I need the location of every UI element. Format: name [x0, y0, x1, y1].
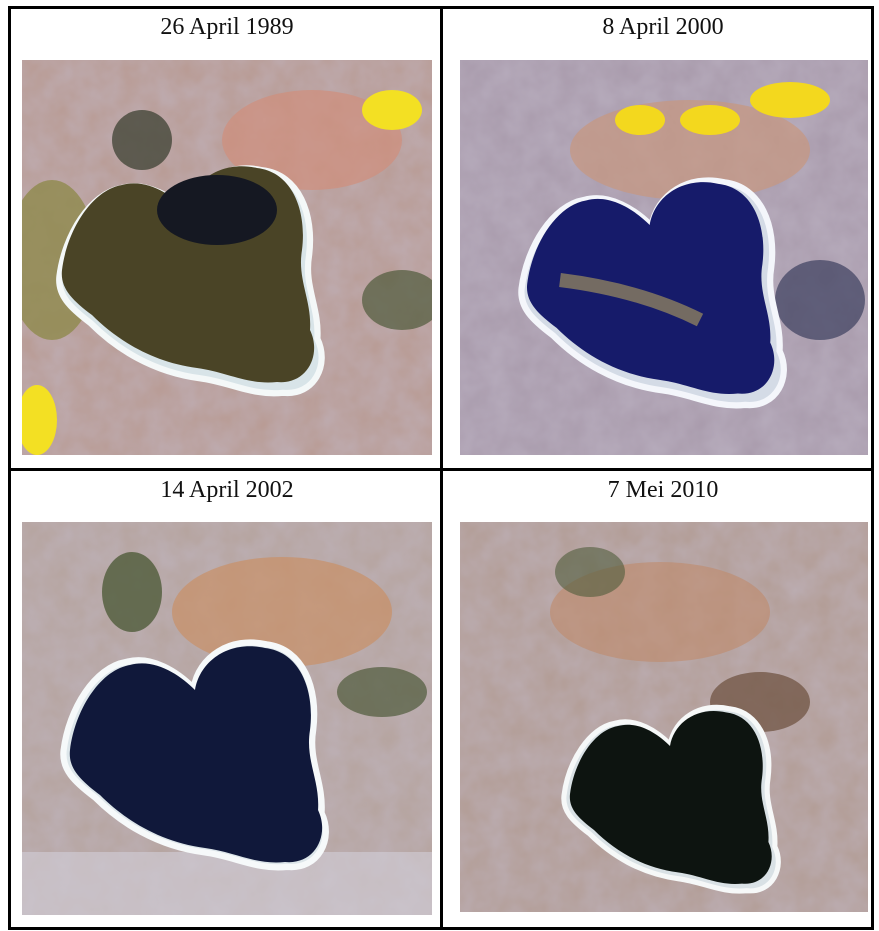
satellite-image-1989 — [22, 60, 432, 455]
satellite-image-2000 — [460, 60, 868, 455]
horizontal-divider — [8, 468, 874, 471]
panel-caption: 26 April 1989 — [17, 14, 437, 41]
figure: 26 April 1989 8 April 2000 14 April 2002… — [0, 0, 879, 931]
panel-caption: 7 Mei 2010 — [453, 477, 873, 504]
satellite-image-2002 — [22, 522, 432, 915]
panel-caption: 14 April 2002 — [17, 477, 437, 504]
panel-caption: 8 April 2000 — [453, 14, 873, 41]
satellite-image-2010 — [460, 522, 868, 912]
